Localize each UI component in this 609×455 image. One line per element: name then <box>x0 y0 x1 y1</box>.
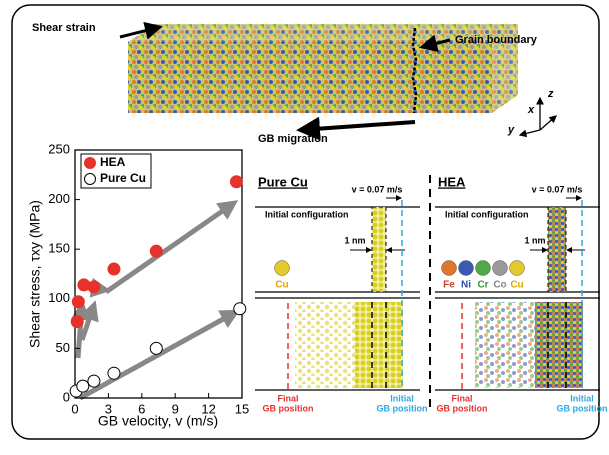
point <box>107 366 121 380</box>
final-gb-label: GB position <box>437 403 488 413</box>
atom <box>509 260 525 276</box>
velocity: v = 0.07 m/s <box>532 184 583 194</box>
gb-slab <box>371 206 387 293</box>
label: Shear strain <box>32 22 96 34</box>
point <box>76 379 90 393</box>
element-label: Cu <box>510 280 523 291</box>
final-gb-label: GB position <box>263 403 314 413</box>
point <box>233 302 247 316</box>
element-label: Cu <box>275 280 288 291</box>
x-tick-label: 9 <box>172 401 179 416</box>
legend-marker <box>84 173 96 185</box>
frame <box>11 4 600 440</box>
atom <box>274 260 290 276</box>
y-tick-label: 100 <box>48 290 70 305</box>
initial-gb-label: Initial <box>570 393 594 403</box>
point <box>70 315 84 329</box>
atoms-sparse <box>295 302 357 388</box>
y-axis-label: Shear stress, τxy (MPa) <box>27 200 43 348</box>
arrow <box>296 116 416 141</box>
gb-slab <box>547 206 567 293</box>
y-tick-label: 250 <box>48 141 70 156</box>
label: x <box>527 104 535 116</box>
point <box>107 262 121 276</box>
y-tick-label: 50 <box>56 340 70 355</box>
legend-label: Pure Cu <box>100 171 146 185</box>
legend-label: HEA <box>100 155 126 169</box>
x-tick-label: 12 <box>201 401 215 416</box>
y-tick-label: 0 <box>63 389 70 404</box>
y-tick-label: 200 <box>48 191 70 206</box>
label: y <box>507 124 515 136</box>
panels: Pure Cu v = 0.07 m/s Initial configuration… <box>255 174 608 413</box>
axes-icon <box>518 96 557 138</box>
atoms-sparse <box>475 302 537 388</box>
panel-title: HEA <box>438 174 466 189</box>
scale: 1 nm <box>524 235 545 245</box>
atom <box>441 260 457 276</box>
x-tick-label: 15 <box>235 401 249 416</box>
y-tick-label: 150 <box>48 241 70 256</box>
point <box>229 175 243 189</box>
label: z <box>547 88 554 100</box>
initial-gb-label: GB position <box>377 403 428 413</box>
initial-gb-label: GB position <box>557 403 608 413</box>
point <box>87 280 101 294</box>
label: GB migration <box>258 133 328 145</box>
atoms-dense <box>355 302 403 388</box>
plot-area <box>74 149 243 399</box>
velocity: v = 0.07 m/s <box>352 184 403 194</box>
x-tick-label: 3 <box>105 401 112 416</box>
point <box>149 244 163 258</box>
point <box>71 295 85 309</box>
point <box>87 374 101 388</box>
final-gb-label: Final <box>451 393 472 403</box>
point <box>149 341 163 355</box>
final-gb-label: Final <box>277 393 298 403</box>
x-tick-label: 0 <box>71 401 78 416</box>
x-axis-label: GB velocity, v (m/s) <box>98 413 218 429</box>
label: Grain boundary <box>455 34 538 46</box>
element-label: Co <box>493 280 506 291</box>
element-label: Ni <box>461 280 471 291</box>
atom <box>475 260 491 276</box>
scale: 1 nm <box>344 235 365 245</box>
initial-config: Initial configuration <box>445 209 529 219</box>
initial-config: Initial configuration <box>265 209 349 219</box>
atom <box>458 260 474 276</box>
panel-title: Pure Cu <box>258 174 308 189</box>
atoms-dense <box>535 302 583 388</box>
arrow <box>419 34 451 53</box>
element-label: Cr <box>477 280 488 291</box>
slab <box>128 24 518 114</box>
trend-arrows <box>70 200 241 401</box>
x-tick-label: 6 <box>138 401 145 416</box>
initial-gb-label: Initial <box>390 393 414 403</box>
arrow <box>119 21 163 40</box>
legend-marker <box>84 157 96 169</box>
atom <box>492 260 508 276</box>
element-label: Fe <box>443 280 455 291</box>
